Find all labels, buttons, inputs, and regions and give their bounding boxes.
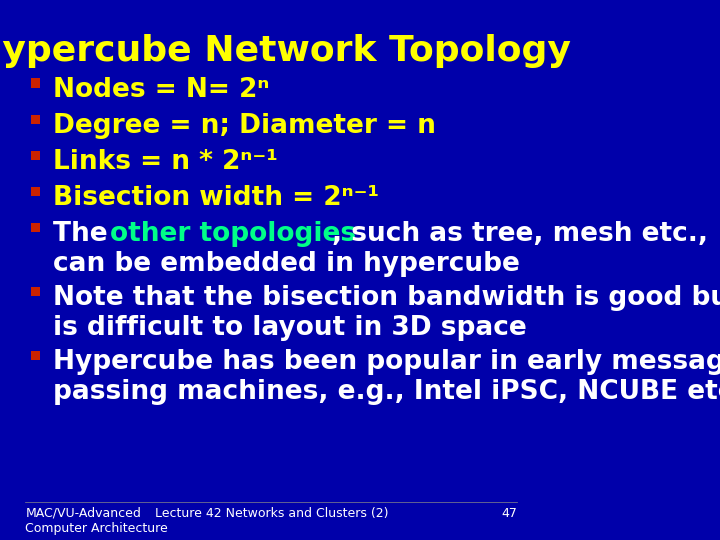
FancyBboxPatch shape — [31, 78, 40, 88]
Text: 47: 47 — [501, 507, 517, 520]
Text: Bisection width = 2ⁿ⁻¹: Bisection width = 2ⁿ⁻¹ — [53, 185, 379, 211]
Text: Note that the bisection bandwidth is good but it: Note that the bisection bandwidth is goo… — [53, 285, 720, 311]
Text: Links = n * 2ⁿ⁻¹: Links = n * 2ⁿ⁻¹ — [53, 149, 278, 175]
Text: Hypercube Network Topology: Hypercube Network Topology — [0, 35, 571, 69]
Text: is difficult to layout in 3D space: is difficult to layout in 3D space — [53, 315, 527, 341]
Text: MAC/VU-Advanced
Computer Architecture: MAC/VU-Advanced Computer Architecture — [25, 507, 168, 535]
Text: other topologies: other topologies — [110, 221, 356, 247]
FancyBboxPatch shape — [31, 223, 40, 232]
FancyBboxPatch shape — [31, 287, 40, 296]
Text: Hypercube has been popular in early message: Hypercube has been popular in early mess… — [53, 349, 720, 375]
FancyBboxPatch shape — [31, 114, 40, 124]
Text: The: The — [53, 221, 117, 247]
Text: Degree = n; Diameter = n: Degree = n; Diameter = n — [53, 113, 436, 139]
Text: , such as tree, mesh etc.,: , such as tree, mesh etc., — [332, 221, 708, 247]
FancyBboxPatch shape — [31, 187, 40, 196]
Text: Nodes = N= 2ⁿ: Nodes = N= 2ⁿ — [53, 77, 269, 103]
FancyBboxPatch shape — [31, 151, 40, 160]
Text: Lecture 42 Networks and Clusters (2): Lecture 42 Networks and Clusters (2) — [155, 507, 388, 520]
Text: can be embedded in hypercube: can be embedded in hypercube — [53, 251, 520, 277]
FancyBboxPatch shape — [31, 350, 40, 360]
Text: passing machines, e.g., Intel iPSC, NCUBE etc: passing machines, e.g., Intel iPSC, NCUB… — [53, 379, 720, 404]
